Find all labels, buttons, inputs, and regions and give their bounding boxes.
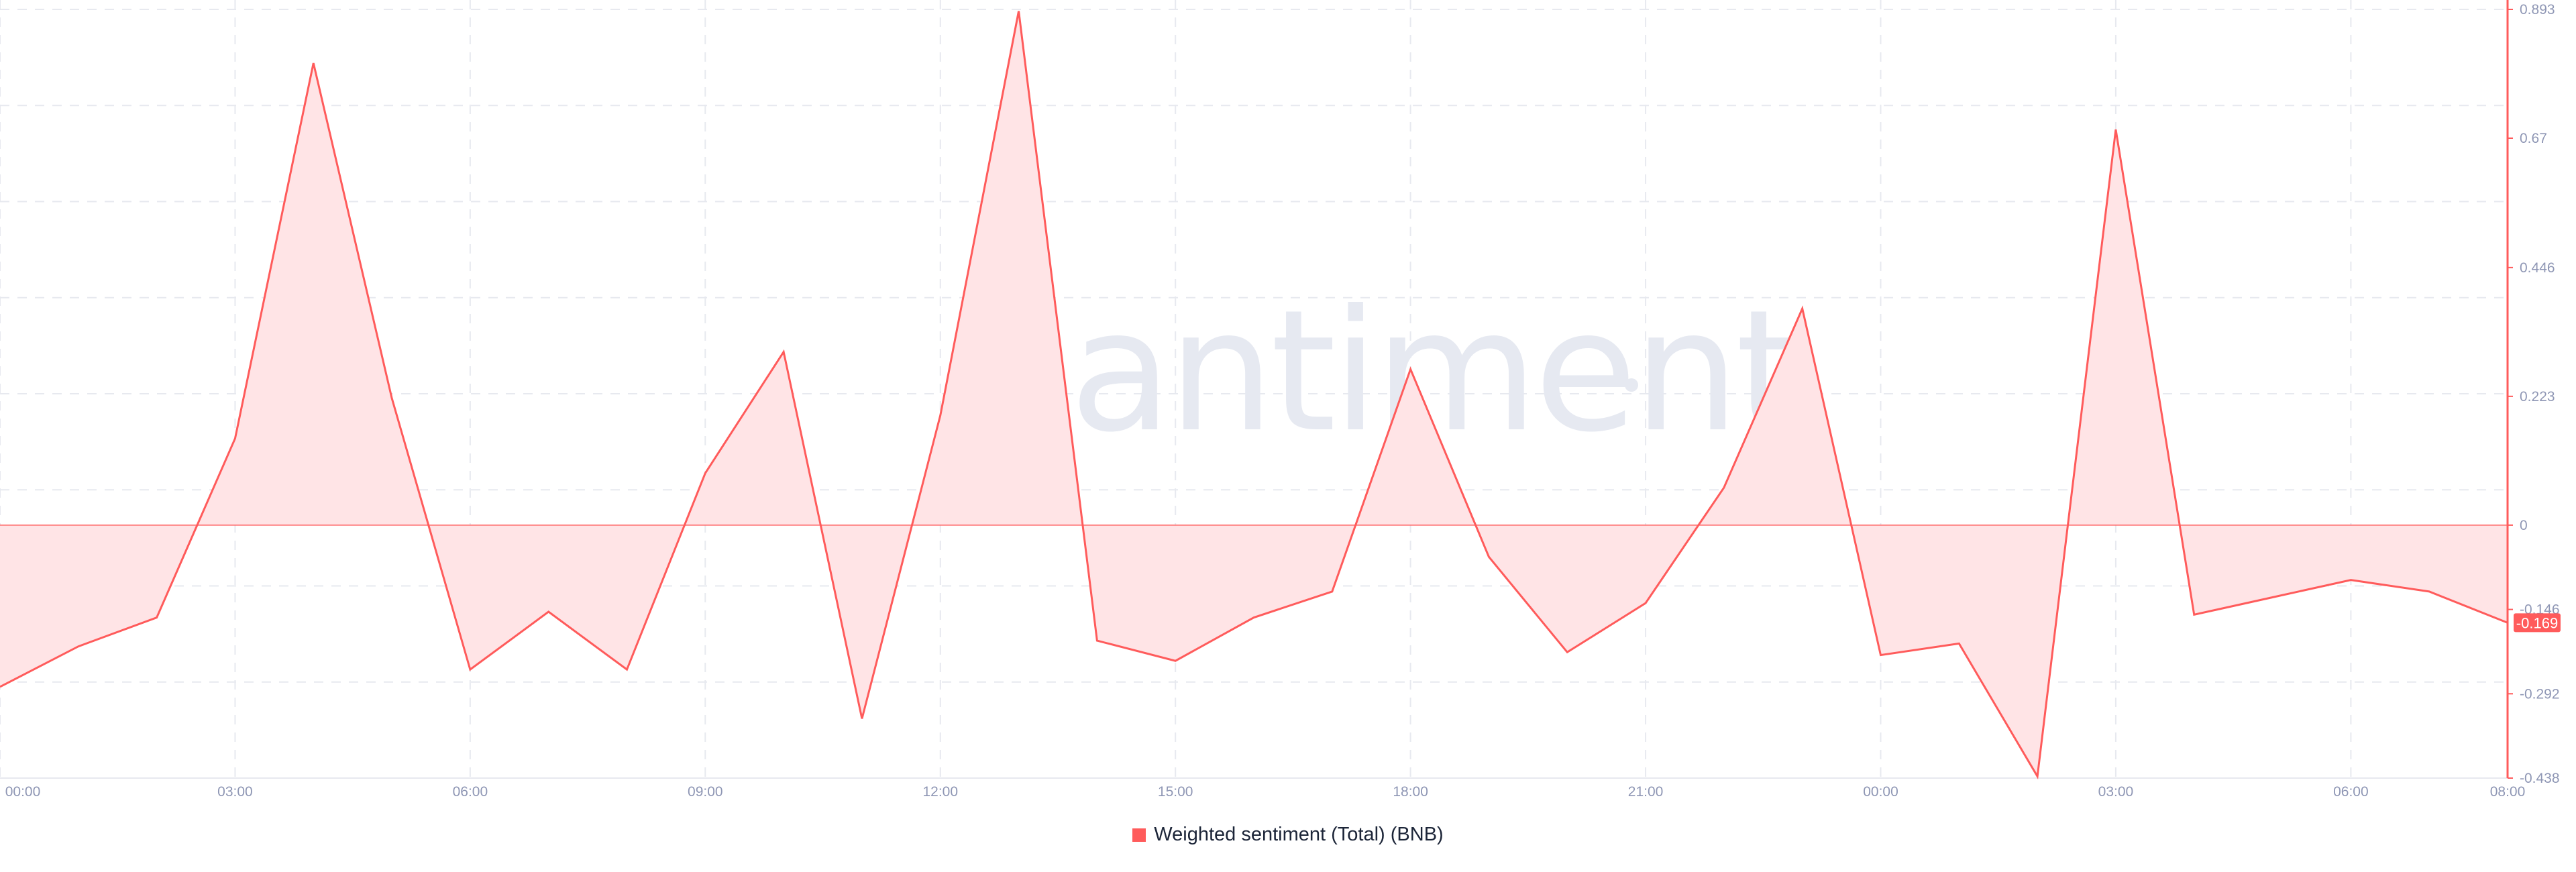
last-value-badge-text: -0.169 [2516,614,2558,631]
y-tick-label: 0.446 [2520,260,2555,276]
x-tick-label: 18:00 [1393,784,1428,800]
x-tick-label: 03:00 [217,784,253,800]
y-tick-label: -0.438 [2520,771,2560,786]
last-value-badge [2514,613,2561,633]
x-tick-label: 15:00 [1158,784,1193,800]
x-tick-label: 00:00 [1863,784,1898,800]
x-tick-label: 21:00 [1628,784,1664,800]
x-tick-label: 09:00 [688,784,723,800]
x-tick-label: 06:00 [2333,784,2369,800]
x-tick-label: 00:00 [5,784,41,800]
y-tick-label: 0 [2520,518,2528,533]
x-tick-label: 06:00 [453,784,488,800]
y-tick-label: -0.292 [2520,686,2560,702]
series-area-fill [0,11,2508,777]
series-line [0,11,2508,779]
badge-layer: -0.169 [2514,613,2561,633]
legend-swatch [1132,828,1146,842]
y-tick-label: 0.67 [2520,131,2547,146]
x-tick-label: 12:00 [922,784,958,800]
watermark-dot-right [1625,378,1638,392]
y-tick-label: 0.893 [2520,2,2555,17]
x-tick-label: 08:00 [2490,784,2526,800]
legend-label: Weighted sentiment (Total) (BNB) [1154,824,1444,845]
axis-layer: 0.8930.670.4460.2230-0.146-0.292-0.43800… [5,0,2560,800]
area-layer [0,11,2508,779]
legend[interactable]: Weighted sentiment (Total) (BNB) [0,824,2576,846]
x-tick-label: 03:00 [2098,784,2134,800]
y-tick-label: 0.223 [2520,389,2555,404]
